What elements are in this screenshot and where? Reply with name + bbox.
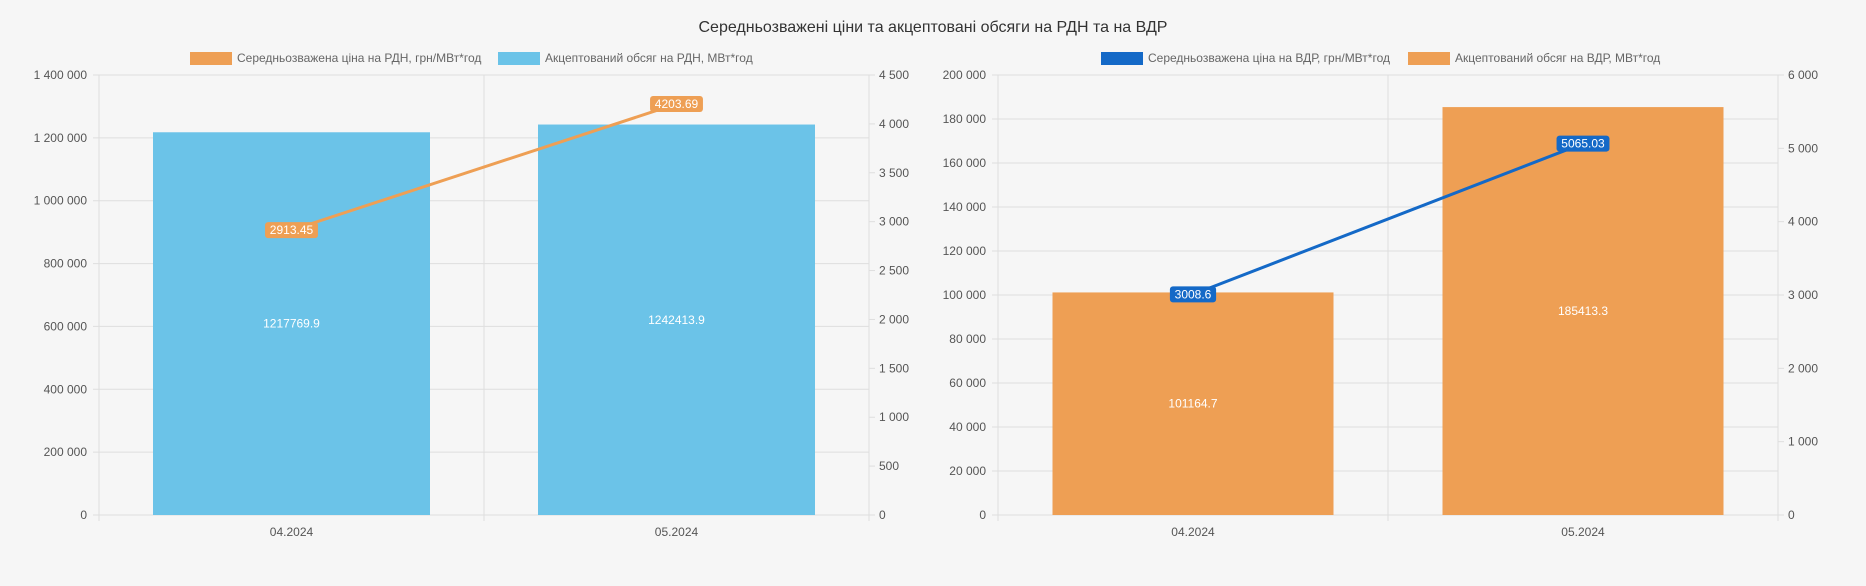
bar [1052,292,1334,515]
point-value-label: 4203.69 [655,97,699,111]
bar-value-label: 185413.3 [1558,304,1608,318]
y-left-tick-label: 1 000 000 [34,194,88,208]
bar [538,124,815,515]
y-left-tick-label: 80 000 [949,332,986,346]
y-right-tick-label: 4 000 [879,117,909,131]
y-left-tick-label: 120 000 [943,244,987,258]
series-line [291,102,677,232]
y-right-tick-label: 0 [1788,508,1795,522]
y-left-tick-label: 200 000 [943,68,987,82]
y-right-tick-label: 3 500 [879,166,909,180]
bar [153,132,430,515]
y-left-tick-label: 0 [979,508,986,522]
y-left-tick-label: 0 [80,508,87,522]
legend-swatch [190,52,232,65]
y-left-tick-label: 800 000 [44,257,88,271]
legend-label: Середньозважена ціна на ВДР, грн/МВт*год [1148,51,1390,65]
y-left-tick-label: 400 000 [44,382,88,396]
y-left-tick-label: 160 000 [943,156,987,170]
chart-title: Середньозважені ціни та акцептовані обся… [698,19,1168,36]
y-left-tick-label: 200 000 [44,445,88,459]
y-left-tick-label: 600 000 [44,319,88,333]
legend-swatch [498,52,540,65]
legend-label: Акцептований обсяг на ВДР, МВт*год [1455,51,1660,65]
y-right-tick-label: 1 500 [879,361,909,375]
y-left-tick-label: 40 000 [949,420,986,434]
chart-2: 0 20 000 40 000 60 000 80 000 100 000 120 000 1… [943,51,1819,539]
legend-swatch [1101,52,1143,65]
x-tick-label: 04.2024 [270,525,314,539]
y-right-tick-label: 2 000 [1788,361,1818,375]
x-tick-label: 04.2024 [1171,525,1215,539]
chart-1: 0 200 000 400 000 600 000 800 000 1 000 000 1 … [34,51,910,539]
bar-value-label: 1217769.9 [263,317,320,331]
point-label-box [1556,135,1610,152]
point-label-box [1169,286,1217,303]
y-left-tick-label: 180 000 [943,112,987,126]
point-label-box [265,222,318,239]
y-right-tick-label: 0 [879,508,886,522]
point-value-label: 3008.6 [1175,287,1212,301]
y-right-tick-label: 4 000 [1788,215,1818,229]
legend-label: Середньозважена ціна на РДН, грн/МВт*год [237,51,481,65]
legend-swatch [1408,52,1450,65]
y-left-tick-label: 60 000 [949,376,986,390]
y-left-tick-label: 140 000 [943,200,987,214]
bar [1442,107,1724,516]
x-tick-label: 05.2024 [655,525,699,539]
y-right-tick-label: 1 000 [879,410,909,424]
legend-label: Акцептований обсяг на РДН, МВт*год [545,51,753,65]
y-right-tick-label: 2 000 [879,312,909,326]
y-left-tick-label: 20 000 [949,464,986,478]
y-left-tick-label: 1 400 000 [34,68,88,82]
y-right-tick-label: 1 000 [1788,435,1818,449]
x-tick-label: 05.2024 [1561,525,1605,539]
point-label-box [650,95,703,112]
y-right-tick-label: 500 [879,459,899,473]
y-right-tick-label: 4 500 [879,68,909,82]
y-right-tick-label: 6 000 [1788,68,1818,82]
y-right-tick-label: 3 000 [879,215,909,229]
series-line [1192,142,1584,296]
bar-value-label: 1242413.9 [648,313,705,327]
y-left-tick-label: 1 200 000 [34,131,88,145]
point-value-label: 5065.03 [1561,137,1605,151]
y-right-tick-label: 3 000 [1788,288,1818,302]
y-left-tick-label: 100 000 [943,288,987,302]
bar-value-label: 101164.7 [1168,397,1217,411]
y-right-tick-label: 2 500 [879,264,909,278]
y-right-tick-label: 5 000 [1788,141,1818,155]
point-value-label: 2913.45 [270,223,314,237]
